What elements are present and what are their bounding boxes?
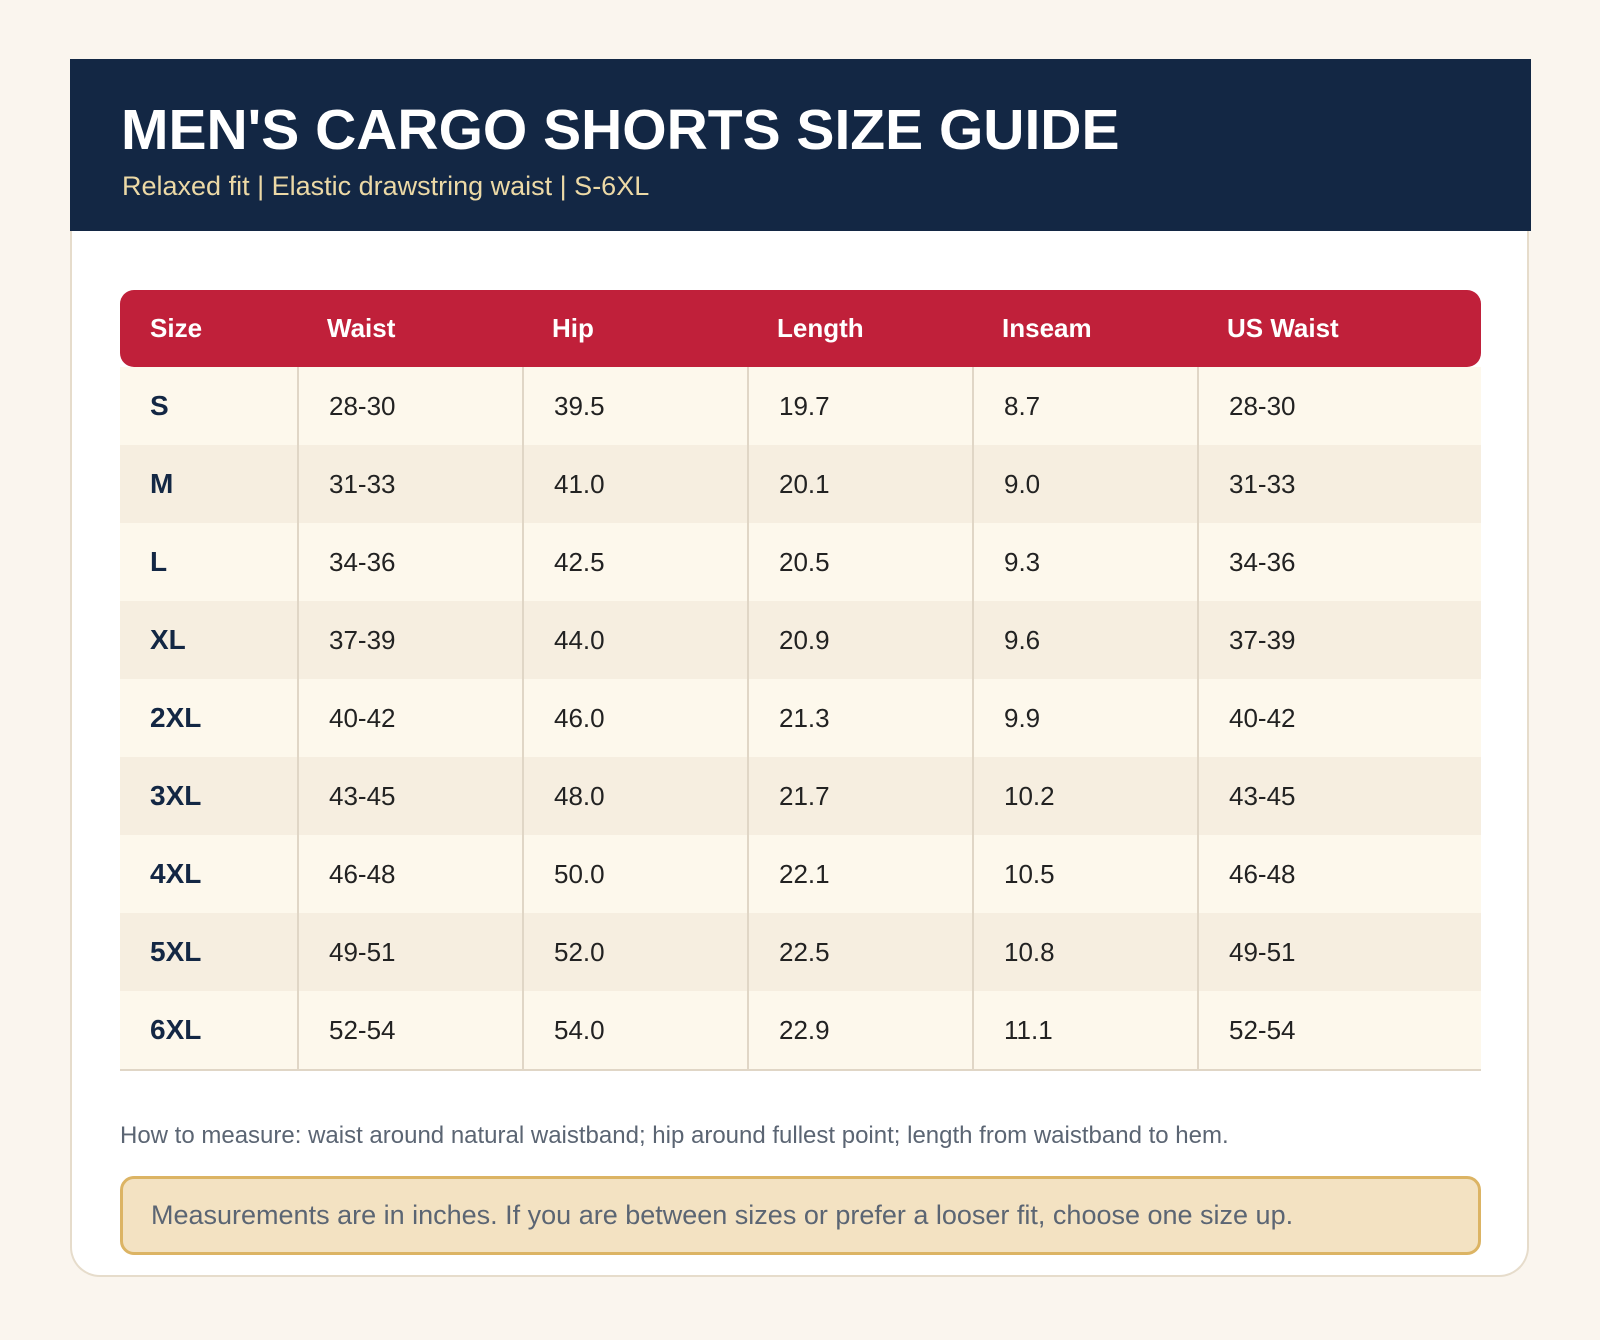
table-cell: 46-48	[297, 835, 522, 913]
table-body: S 28-30 39.5 19.7 8.7 28-30 M 31-33 41.0 20.1 9.0 3…	[120, 367, 1481, 1071]
table-cell: 52-54	[297, 991, 522, 1071]
header-row: Size Waist Hip Length Inseam US Waist	[120, 290, 1481, 367]
table-cell: 50.0	[522, 835, 747, 913]
table-cell: 9.3	[972, 523, 1197, 601]
callout: Measurements are in inches. If you are b…	[120, 1176, 1481, 1255]
table-row: 3XL 43-45 48.0 21.7 10.2 43-45	[120, 757, 1481, 835]
size-cell: 5XL	[120, 913, 297, 991]
size-cell: M	[120, 445, 297, 523]
measure-note: How to measure: waist around natural wai…	[120, 1122, 1229, 1149]
table-cell: 28-30	[297, 367, 522, 445]
table-cell: 11.1	[972, 991, 1197, 1071]
table-cell: 20.5	[747, 523, 972, 601]
table-cell: 43-45	[297, 757, 522, 835]
column-header: Size	[120, 290, 297, 367]
table-cell: 52-54	[1197, 991, 1481, 1071]
table-cell: 46-48	[1197, 835, 1481, 913]
table-row: XL 37-39 44.0 20.9 9.6 37-39	[120, 601, 1481, 679]
subtitle: Relaxed fit | Elastic drawstring waist |…	[122, 171, 650, 201]
table-cell: 21.7	[747, 757, 972, 835]
table-cell: 10.5	[972, 835, 1197, 913]
table-cell: 31-33	[1197, 445, 1481, 523]
size-cell: 2XL	[120, 679, 297, 757]
size-cell: 4XL	[120, 835, 297, 913]
size-cell: L	[120, 523, 297, 601]
table-row: M 31-33 41.0 20.1 9.0 31-33	[120, 445, 1481, 523]
table-cell: 49-51	[297, 913, 522, 991]
header: MEN'S CARGO SHORTS SIZE GUIDE Relaxed fi…	[70, 59, 1531, 231]
table-cell: 9.0	[972, 445, 1197, 523]
table-cell: 42.5	[522, 523, 747, 601]
column-header: US Waist	[1197, 290, 1481, 367]
table-cell: 41.0	[522, 445, 747, 523]
table-cell: 43-45	[1197, 757, 1481, 835]
table-cell: 22.1	[747, 835, 972, 913]
table-cell: 39.5	[522, 367, 747, 445]
table-cell: 37-39	[1197, 601, 1481, 679]
size-cell: XL	[120, 601, 297, 679]
table-row: S 28-30 39.5 19.7 8.7 28-30	[120, 367, 1481, 445]
table-cell: 40-42	[297, 679, 522, 757]
table-row: 2XL 40-42 46.0 21.3 9.9 40-42	[120, 679, 1481, 757]
table-cell: 19.7	[747, 367, 972, 445]
table-cell: 49-51	[1197, 913, 1481, 991]
table-cell: 9.6	[972, 601, 1197, 679]
column-header: Inseam	[972, 290, 1197, 367]
table-cell: 22.9	[747, 991, 972, 1071]
table-cell: 48.0	[522, 757, 747, 835]
table-cell: 22.5	[747, 913, 972, 991]
table-cell: 40-42	[1197, 679, 1481, 757]
column-header: Waist	[297, 290, 522, 367]
table-cell: 37-39	[297, 601, 522, 679]
table-cell: 31-33	[297, 445, 522, 523]
table-row: L 34-36 42.5 20.5 9.3 34-36	[120, 523, 1481, 601]
table-cell: 34-36	[1197, 523, 1481, 601]
table-row: 5XL 49-51 52.0 22.5 10.8 49-51	[120, 913, 1481, 991]
table-cell: 21.3	[747, 679, 972, 757]
table-cell: 8.7	[972, 367, 1197, 445]
table-cell: 28-30	[1197, 367, 1481, 445]
table-cell: 52.0	[522, 913, 747, 991]
table-cell: 44.0	[522, 601, 747, 679]
table-cell: 20.1	[747, 445, 972, 523]
table-cell: 9.9	[972, 679, 1197, 757]
column-header: Length	[747, 290, 972, 367]
table-row: 6XL 52-54 54.0 22.9 11.1 52-54	[120, 991, 1481, 1071]
table-cell: 46.0	[522, 679, 747, 757]
table-cell: 10.8	[972, 913, 1197, 991]
table-cell: 54.0	[522, 991, 747, 1071]
table-cell: 10.2	[972, 757, 1197, 835]
table-cell: 34-36	[297, 523, 522, 601]
table-cell: 20.9	[747, 601, 972, 679]
column-header: Hip	[522, 290, 747, 367]
size-table: Size Waist Hip Length Inseam US Waist S 28-30 3…	[120, 290, 1481, 1071]
title: MEN'S CARGO SHORTS SIZE GUIDE	[121, 98, 1120, 162]
size-cell: S	[120, 367, 297, 445]
size-cell: 6XL	[120, 991, 297, 1071]
table-row: 4XL 46-48 50.0 22.1 10.5 46-48	[120, 835, 1481, 913]
size-cell: 3XL	[120, 757, 297, 835]
